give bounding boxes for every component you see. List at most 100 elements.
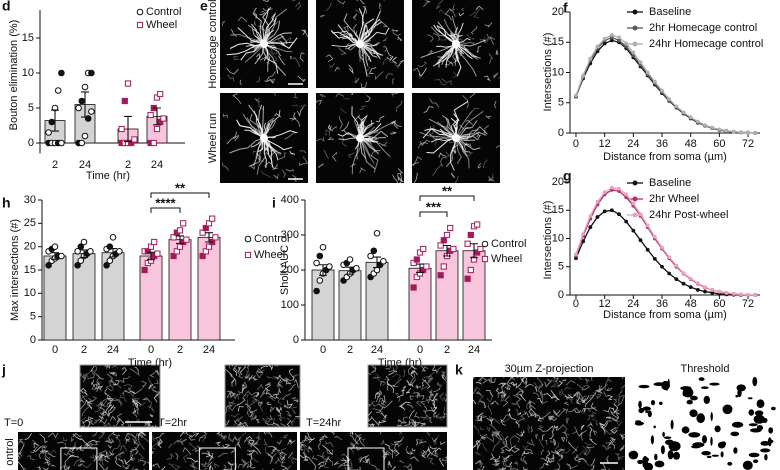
legend-label: Baseline xyxy=(649,177,691,189)
x-tick-label: 36 xyxy=(656,138,668,150)
process xyxy=(475,440,479,450)
process xyxy=(477,412,483,422)
process xyxy=(88,396,98,402)
process xyxy=(244,422,248,427)
threshold-blob xyxy=(727,461,733,466)
process xyxy=(503,377,516,381)
process xyxy=(563,401,570,406)
process xyxy=(115,413,123,427)
threshold-blob xyxy=(645,411,650,413)
process xyxy=(193,432,197,434)
x-tick-label: 2 xyxy=(81,344,87,356)
process xyxy=(225,419,230,426)
process xyxy=(290,396,297,400)
process xyxy=(578,377,583,380)
process xyxy=(96,377,101,385)
process xyxy=(525,448,534,455)
process xyxy=(536,397,542,403)
process xyxy=(173,438,182,445)
data-point xyxy=(147,243,155,250)
process xyxy=(121,389,127,397)
process xyxy=(57,441,64,444)
process xyxy=(479,377,484,382)
process xyxy=(381,395,386,405)
threshold-blob xyxy=(654,460,665,468)
process xyxy=(490,453,495,461)
process xyxy=(81,406,90,417)
process xyxy=(435,413,440,420)
process xyxy=(422,378,431,389)
process xyxy=(391,121,402,127)
process xyxy=(80,459,85,463)
threshold-blob xyxy=(670,419,674,430)
process xyxy=(265,422,274,426)
process xyxy=(307,432,313,444)
data-point xyxy=(128,139,135,147)
process xyxy=(266,452,273,459)
process xyxy=(124,458,133,465)
threshold-blob xyxy=(661,380,670,391)
process xyxy=(168,462,175,466)
process xyxy=(398,418,407,424)
process xyxy=(584,441,592,446)
process xyxy=(226,399,235,407)
image-title: 30µm Z-projection xyxy=(505,363,594,375)
x-tick-label: 24 xyxy=(203,344,215,356)
data-point xyxy=(157,90,164,98)
process xyxy=(252,375,258,381)
error-bar xyxy=(416,263,424,273)
data-point xyxy=(180,220,187,227)
process xyxy=(168,443,173,449)
process xyxy=(318,434,328,442)
data-point xyxy=(609,33,614,37)
process xyxy=(271,12,276,22)
process xyxy=(478,461,483,468)
microglia-process xyxy=(359,43,372,63)
process xyxy=(302,446,314,453)
process xyxy=(500,445,508,452)
process xyxy=(566,463,579,469)
process xyxy=(368,403,373,407)
data-point xyxy=(416,249,424,256)
process xyxy=(244,373,251,380)
y-axis-label: Bouton elimination (%) xyxy=(8,20,20,131)
process xyxy=(411,447,416,452)
data-point xyxy=(84,115,92,122)
process xyxy=(410,456,419,462)
microglia-process xyxy=(337,132,361,139)
process xyxy=(429,445,438,450)
data-point xyxy=(443,231,451,239)
threshold-blob xyxy=(703,395,710,404)
process xyxy=(125,439,131,444)
data-point xyxy=(353,264,360,272)
process xyxy=(619,433,625,440)
inset-frame xyxy=(224,364,301,428)
process xyxy=(611,439,616,449)
microglia-process xyxy=(455,125,488,139)
data-point xyxy=(153,94,161,101)
process xyxy=(299,52,305,62)
process xyxy=(152,440,160,450)
threshold-blob xyxy=(642,406,651,411)
process xyxy=(109,415,117,422)
process xyxy=(473,388,477,394)
process xyxy=(503,455,510,461)
data-point xyxy=(588,56,593,61)
process xyxy=(354,434,362,445)
process xyxy=(115,434,121,439)
process xyxy=(608,412,616,415)
microglia-process xyxy=(230,33,265,45)
data-point xyxy=(617,35,621,40)
microglia-process xyxy=(255,116,265,139)
process xyxy=(554,442,560,450)
texture xyxy=(320,0,404,88)
process xyxy=(426,432,430,436)
process xyxy=(93,365,98,374)
process xyxy=(582,395,590,403)
process xyxy=(182,454,189,464)
process xyxy=(382,45,388,52)
y-tick-label: 15 xyxy=(552,204,564,216)
data-point xyxy=(631,50,636,55)
process xyxy=(232,367,238,376)
process xyxy=(502,441,506,445)
